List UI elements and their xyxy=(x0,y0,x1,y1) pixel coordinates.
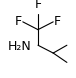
Text: H₂N: H₂N xyxy=(8,40,32,53)
Text: F: F xyxy=(15,15,22,28)
Text: F: F xyxy=(34,0,42,11)
Text: F: F xyxy=(54,15,61,28)
